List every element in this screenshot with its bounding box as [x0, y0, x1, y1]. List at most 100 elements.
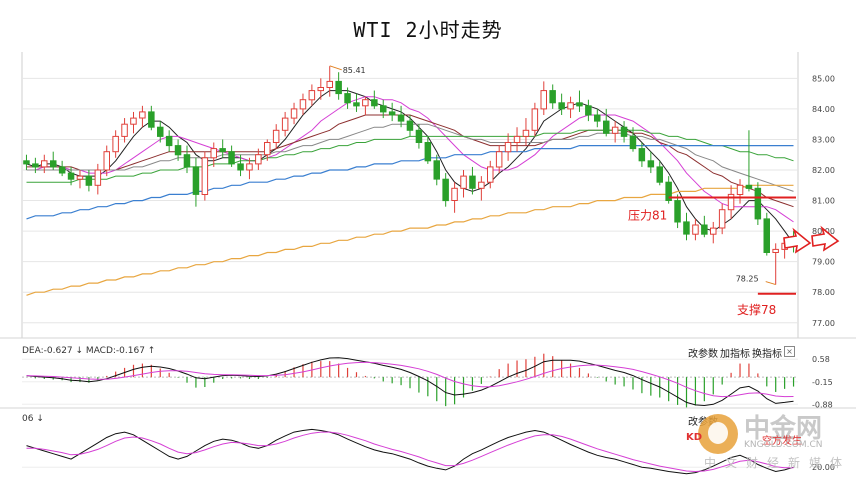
- support-label: 支撑78: [737, 302, 776, 317]
- macd-close-icon[interactable]: ×: [784, 346, 795, 357]
- y-tick-label: 81.00: [812, 197, 835, 206]
- candle-up: [772, 248, 779, 253]
- candle-down: [745, 184, 753, 189]
- candle-up: [130, 117, 137, 125]
- projection-arrow-icon: [811, 225, 840, 252]
- candle-up: [513, 135, 521, 143]
- watermark-logo: KD 中金网 空方发生 KNGOLD.COM.CN 中文财经新媒体: [686, 408, 852, 478]
- candle-up: [201, 157, 209, 196]
- candle-down: [424, 142, 432, 162]
- macd-modify-params-button[interactable]: 改参数: [688, 349, 718, 360]
- y-tick-label: 78.00: [812, 288, 835, 297]
- candle-down: [763, 218, 770, 253]
- y-tick-label: 85.00: [812, 74, 835, 83]
- watermark-brand: 中金网: [744, 414, 823, 444]
- kd-d-line: [26, 431, 794, 473]
- candle-down: [638, 148, 646, 162]
- candle-up: [495, 151, 503, 168]
- candle-down: [32, 163, 39, 168]
- candle-up: [727, 193, 735, 211]
- projection-arrow-icon: [783, 227, 812, 254]
- candle-down: [469, 175, 476, 189]
- candle-up: [504, 142, 512, 153]
- macd-switch-indicator-button[interactable]: 换指标: [752, 349, 782, 360]
- candle-down: [174, 145, 182, 156]
- macd-header: DEA:-0.627 ↓ MACD:-0.167 ↑: [22, 346, 156, 356]
- candle-up: [272, 129, 280, 144]
- low-label: 78.25: [736, 275, 759, 284]
- candle-down: [192, 166, 200, 195]
- resistance-label: 压力81: [628, 209, 667, 223]
- candle-down: [388, 111, 396, 116]
- candle-down: [585, 105, 592, 116]
- candle-down: [415, 129, 423, 144]
- candle-up: [255, 154, 262, 165]
- candle-down: [397, 114, 405, 122]
- y-tick-label: 77.00: [812, 319, 835, 328]
- candle-up: [94, 169, 102, 186]
- y-tick-label: 79.00: [812, 258, 835, 267]
- candle-down: [433, 160, 440, 180]
- ma120-line: [26, 145, 794, 220]
- candle-down: [219, 148, 226, 153]
- candle-down: [620, 126, 628, 137]
- candle-up: [540, 90, 547, 110]
- candle-up: [246, 163, 253, 171]
- candle-down: [647, 160, 655, 168]
- candle-down: [237, 163, 244, 171]
- candle-up: [121, 123, 128, 137]
- candle-down: [576, 102, 583, 107]
- y-tick-label: 84.00: [812, 105, 835, 114]
- macd-y-tick-label: 0.58: [812, 355, 830, 364]
- y-tick-label: 83.00: [812, 135, 835, 144]
- logo-inner-icon: [708, 422, 728, 444]
- candle-down: [335, 80, 342, 95]
- candle-up: [451, 187, 458, 202]
- ma60-line: [26, 129, 794, 183]
- candle-down: [157, 126, 164, 137]
- candle-down: [549, 90, 556, 104]
- candle-up: [487, 166, 494, 183]
- candle-up: [718, 209, 726, 229]
- macd-y-tick-label: -0.15: [812, 378, 833, 387]
- candle-down: [165, 135, 173, 147]
- watermark-url: KNGOLD.COM.CN: [744, 440, 823, 450]
- candle-down: [183, 154, 191, 168]
- candle-up: [326, 80, 333, 89]
- candle-down: [683, 221, 690, 235]
- candle-down: [371, 99, 378, 107]
- watermark-media: 中文财经新媒体: [704, 456, 852, 470]
- candle-up: [710, 227, 717, 235]
- candle-down: [58, 166, 66, 174]
- candle-up: [692, 224, 699, 235]
- y-tick-label: 82.00: [812, 166, 835, 175]
- candle-down: [50, 160, 57, 168]
- candle-down: [674, 200, 681, 223]
- kd-k-line: [26, 428, 794, 475]
- candle-down: [406, 120, 414, 131]
- candle-up: [139, 111, 146, 119]
- candle-up: [460, 175, 467, 189]
- candle-down: [594, 114, 601, 122]
- candle-up: [317, 87, 324, 92]
- candle-down: [380, 105, 387, 113]
- kd-header: 06 ↓: [22, 414, 44, 424]
- ma10-line: [26, 96, 794, 223]
- macd-y-tick-label: -0.88: [812, 400, 833, 409]
- candle-down: [656, 166, 663, 183]
- candle-down: [344, 93, 351, 104]
- candle-up: [362, 99, 369, 107]
- candle-up: [76, 175, 84, 180]
- macd-add-indicator-button[interactable]: 加指标: [720, 349, 750, 360]
- chart-title: WTI 2小时走势: [353, 18, 503, 42]
- candle-down: [603, 120, 610, 134]
- candle-down: [701, 224, 708, 235]
- macd-dif-line: [26, 357, 794, 407]
- candle-up: [299, 99, 307, 110]
- candle-down: [67, 172, 75, 180]
- high-marker-line: [329, 65, 342, 71]
- macd-dea-line: [26, 361, 794, 398]
- candle-down: [629, 135, 637, 150]
- high-label: 85.41: [343, 66, 366, 75]
- candle-up: [290, 108, 298, 119]
